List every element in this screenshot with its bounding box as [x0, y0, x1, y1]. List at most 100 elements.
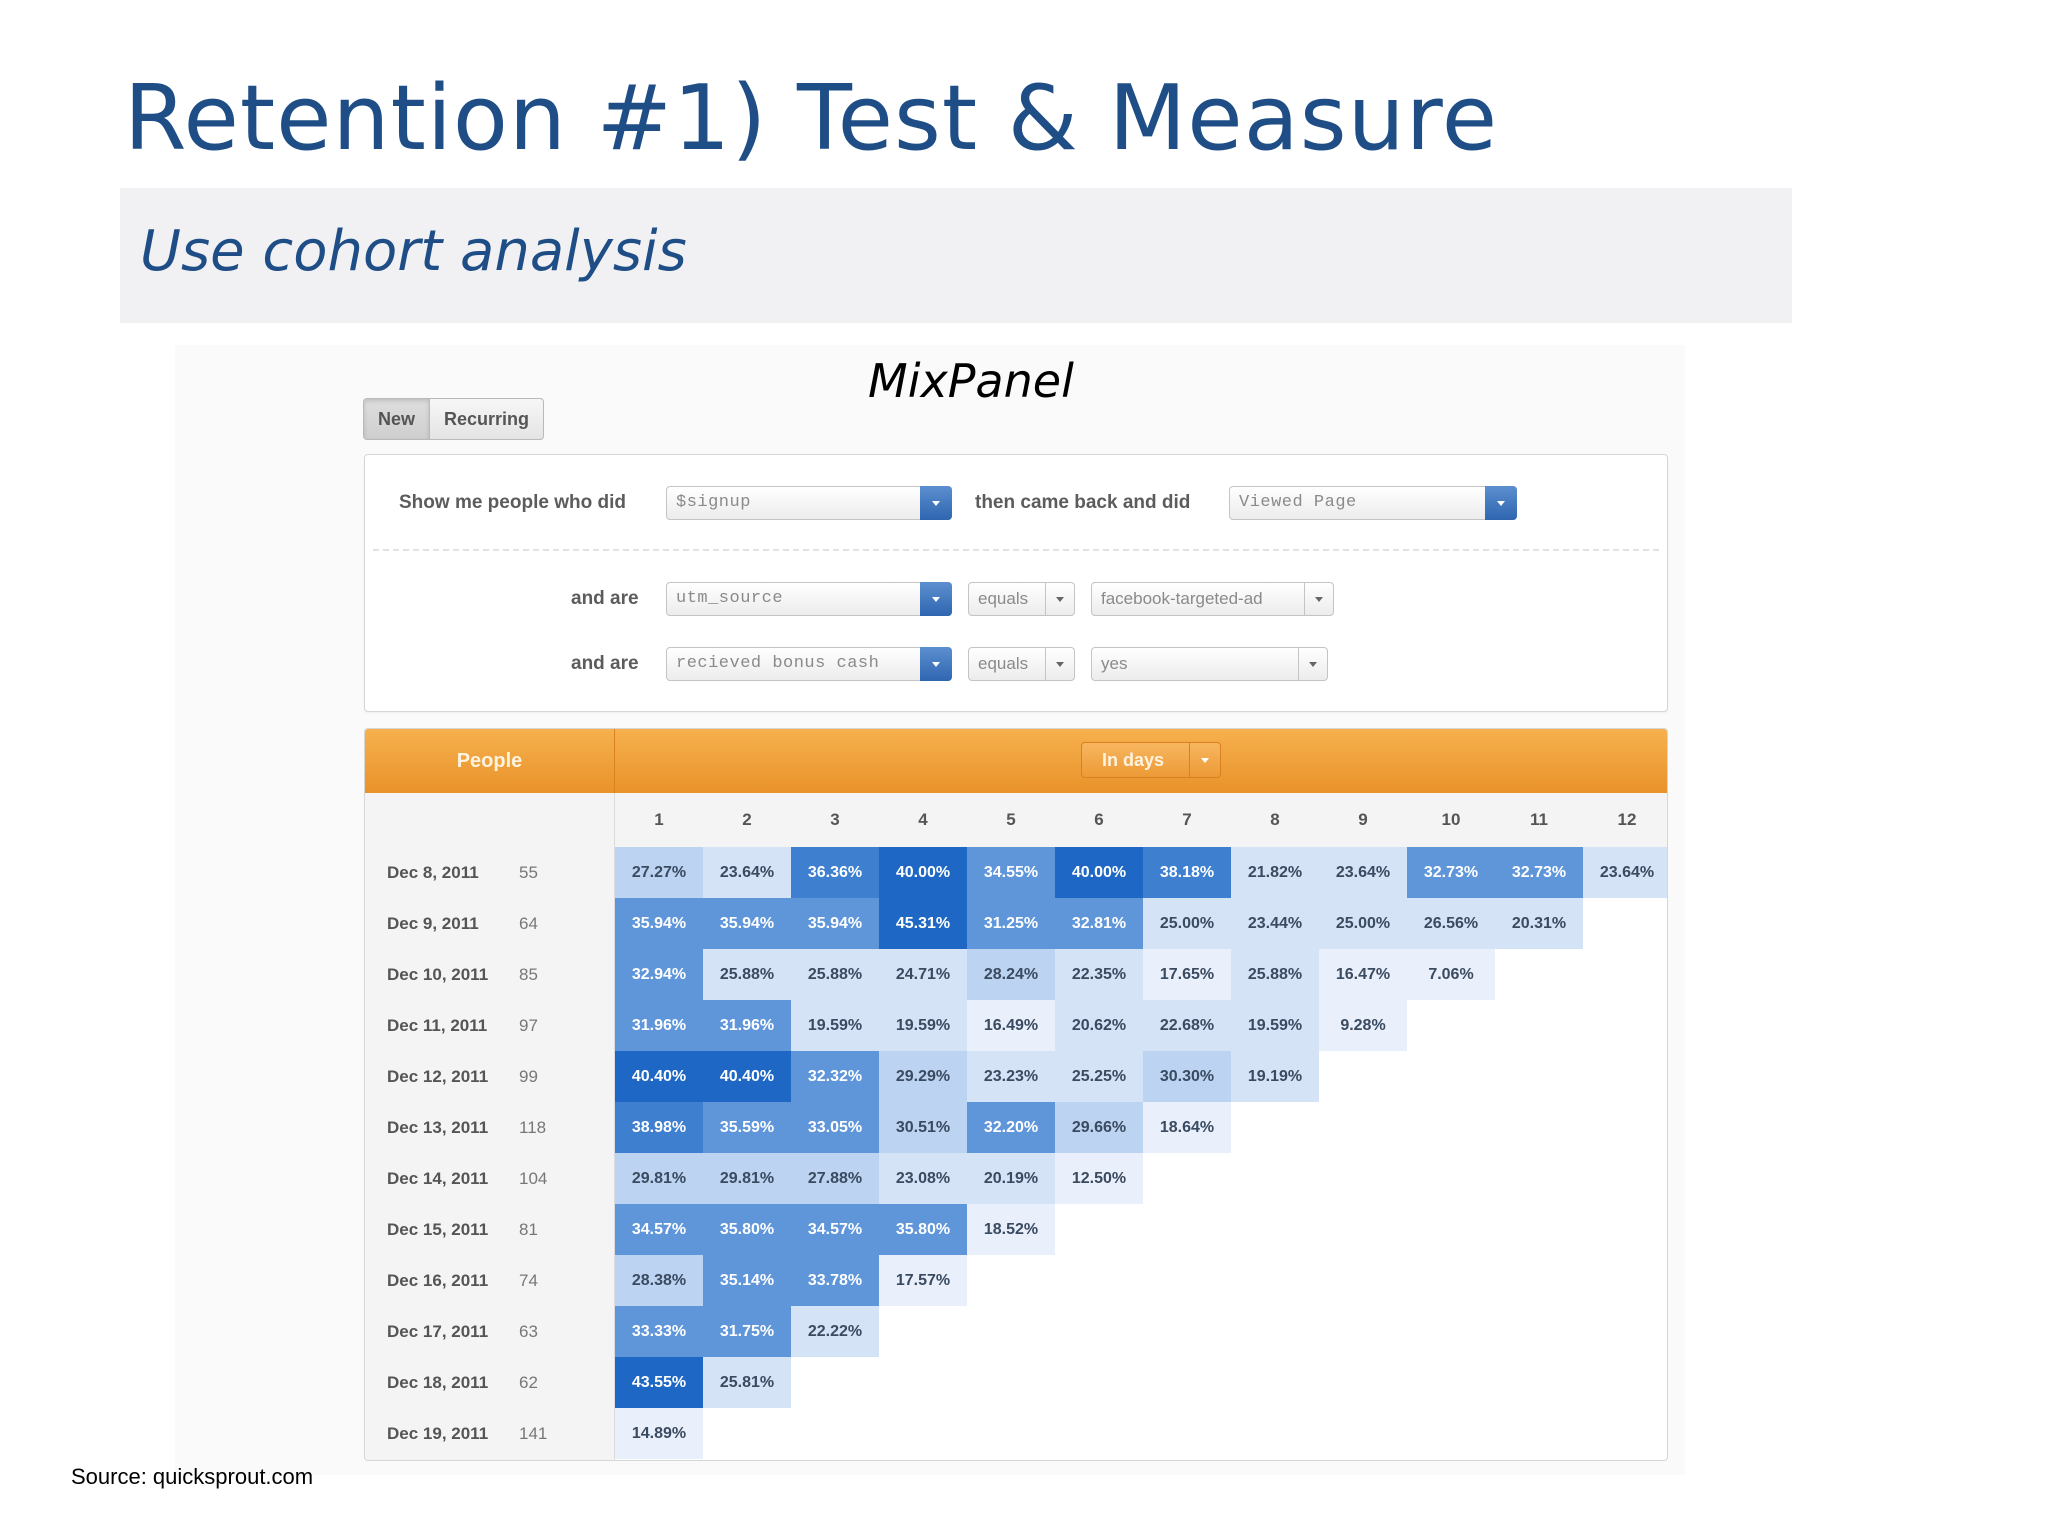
- retention-cell: 31.75%: [703, 1306, 791, 1357]
- value-select-2[interactable]: yes: [1091, 647, 1328, 681]
- toggle-new-button[interactable]: New: [364, 399, 431, 439]
- retention-cell: 40.00%: [879, 847, 967, 898]
- property-select-1[interactable]: utm_source: [666, 582, 952, 616]
- property-select-2[interactable]: recieved bonus cash: [666, 647, 952, 681]
- retention-cell: 27.27%: [615, 847, 703, 898]
- retention-cell: 33.33%: [615, 1306, 703, 1357]
- retention-cell: 29.66%: [1055, 1102, 1143, 1153]
- retention-cell: 32.81%: [1055, 898, 1143, 949]
- chevron-down-icon: [920, 486, 952, 520]
- retention-cell: 12.50%: [1055, 1153, 1143, 1204]
- retention-cell: 20.62%: [1055, 1000, 1143, 1051]
- retention-cell: 26.56%: [1407, 898, 1495, 949]
- property-value-1: utm_source: [676, 589, 784, 608]
- retention-cell: 32.73%: [1495, 847, 1583, 898]
- retention-cell: 35.94%: [615, 898, 703, 949]
- chevron-down-icon: [1045, 583, 1074, 615]
- toggle-recurring-button[interactable]: Recurring: [444, 409, 530, 429]
- retention-header-bar: [365, 729, 1667, 793]
- chevron-down-icon: [1298, 648, 1327, 680]
- cohort-people-count: 99: [519, 1067, 538, 1086]
- retention-cell: 32.32%: [791, 1051, 879, 1102]
- retention-cell: 18.52%: [967, 1204, 1055, 1255]
- operator-select-1[interactable]: equals: [968, 582, 1075, 616]
- second-event-value: Viewed Page: [1239, 493, 1357, 512]
- retention-cell: 32.94%: [615, 949, 703, 1000]
- day-column-header: 4: [918, 810, 928, 829]
- retention-cell: 35.80%: [879, 1204, 967, 1255]
- retention-cell: 31.96%: [703, 1000, 791, 1051]
- day-column-header: 7: [1182, 810, 1192, 829]
- day-column-header: 6: [1094, 810, 1104, 829]
- source-note: Source: quicksprout.com: [71, 1464, 314, 1489]
- and-are-label: and are: [571, 653, 639, 674]
- retention-cell: 35.94%: [791, 898, 879, 949]
- cohort-people-count: 141: [519, 1424, 548, 1443]
- value-select-1[interactable]: facebook-targeted-ad: [1091, 582, 1334, 616]
- cohort-people-count: 55: [519, 863, 538, 882]
- divider: [373, 549, 1659, 551]
- retention-cell: 33.05%: [791, 1102, 879, 1153]
- retention-cell: 23.64%: [1583, 847, 1667, 898]
- filter-panel: Show me people who did $signup then came…: [364, 454, 1668, 712]
- interval-select[interactable]: In days: [1081, 742, 1221, 778]
- retention-cell: 33.78%: [791, 1255, 879, 1306]
- retention-cell: 19.59%: [1231, 1000, 1319, 1051]
- chevron-down-icon: [920, 582, 952, 616]
- retention-cell: 25.00%: [1143, 898, 1231, 949]
- cohort-date: Dec 10, 2011: [387, 965, 489, 984]
- cohort-date: Dec 14, 2011: [387, 1169, 489, 1188]
- day-column-header: 11: [1530, 810, 1548, 829]
- retention-cell: 20.19%: [967, 1153, 1055, 1204]
- chevron-down-icon: [1189, 743, 1220, 777]
- retention-cell: 19.19%: [1231, 1051, 1319, 1102]
- retention-cell: 23.64%: [1319, 847, 1407, 898]
- retention-cell: 7.06%: [1407, 949, 1495, 1000]
- retention-cell: 29.81%: [615, 1153, 703, 1204]
- value-value-1: facebook-targeted-ad: [1101, 589, 1263, 608]
- retention-cell: 43.55%: [615, 1357, 703, 1408]
- operator-select-2[interactable]: equals: [968, 647, 1075, 681]
- retention-cell: 21.82%: [1231, 847, 1319, 898]
- cohort-people-count: 118: [519, 1118, 547, 1137]
- retention-cell: 29.81%: [703, 1153, 791, 1204]
- retention-cell: 31.25%: [967, 898, 1055, 949]
- retention-cell: 28.24%: [967, 949, 1055, 1000]
- retention-cell: 34.57%: [615, 1204, 703, 1255]
- cohort-date: Dec 19, 2011: [387, 1424, 489, 1443]
- retention-cell: 40.40%: [703, 1051, 791, 1102]
- people-column-header: People: [365, 729, 615, 793]
- new-recurring-toggle[interactable]: New Recurring: [363, 398, 545, 440]
- mixpanel-label: MixPanel: [868, 354, 1074, 408]
- slide-title: Retention #1) Test & Measure: [124, 66, 1499, 171]
- retention-cell: 35.80%: [703, 1204, 791, 1255]
- slide-subtitle: Use cohort analysis: [140, 219, 687, 284]
- cohort-people-count: 81: [519, 1220, 538, 1239]
- day-column-header: 3: [830, 810, 840, 829]
- chevron-down-icon: [1045, 648, 1074, 680]
- subtitle-band: [120, 188, 1792, 323]
- cohort-date: Dec 11, 2011: [387, 1016, 488, 1035]
- retention-cell: 32.73%: [1407, 847, 1495, 898]
- retention-cell: 25.00%: [1319, 898, 1407, 949]
- operator-value-2: equals: [978, 654, 1029, 673]
- operator-value-1: equals: [978, 589, 1029, 608]
- retention-cell: 23.08%: [879, 1153, 967, 1204]
- second-event-select[interactable]: Viewed Page: [1229, 486, 1517, 520]
- day-column-header: 10: [1441, 810, 1461, 829]
- day-column-header: 8: [1270, 810, 1280, 829]
- retention-cell: 16.49%: [967, 1000, 1055, 1051]
- retention-cell: 38.18%: [1143, 847, 1231, 898]
- retention-cell: 40.40%: [615, 1051, 703, 1102]
- retention-cell: 23.64%: [703, 847, 791, 898]
- retention-cell: 45.31%: [879, 898, 967, 949]
- retention-cell: 22.35%: [1055, 949, 1143, 1000]
- retention-cell: 22.22%: [791, 1306, 879, 1357]
- retention-cell: 23.44%: [1231, 898, 1319, 949]
- chevron-down-icon: [920, 647, 952, 681]
- first-event-select[interactable]: $signup: [666, 486, 952, 520]
- chevron-down-icon: [1304, 583, 1333, 615]
- cohort-people-count: 74: [519, 1271, 538, 1290]
- and-are-label: and are: [571, 588, 639, 609]
- then-came-back-label: then came back and did: [975, 492, 1191, 513]
